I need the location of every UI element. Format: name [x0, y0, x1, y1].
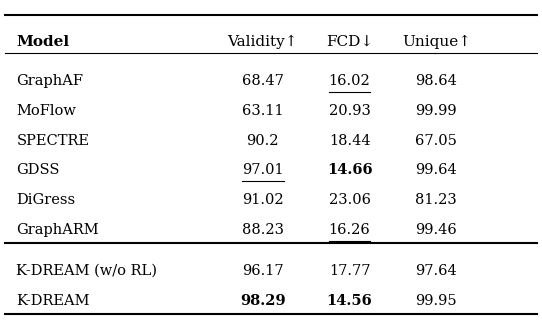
Text: Unique↑: Unique↑ [402, 35, 471, 49]
Text: 97.01: 97.01 [242, 163, 283, 177]
Text: DiGress: DiGress [16, 193, 75, 207]
Text: MoFlow: MoFlow [16, 104, 76, 118]
Text: 23.06: 23.06 [328, 193, 371, 207]
Text: 98.64: 98.64 [415, 74, 457, 88]
Text: K-DREAM: K-DREAM [16, 294, 90, 308]
Text: 99.46: 99.46 [415, 223, 457, 237]
Text: 14.56: 14.56 [327, 294, 372, 308]
Text: 18.44: 18.44 [329, 134, 370, 148]
Text: 20.93: 20.93 [328, 104, 371, 118]
Text: GraphARM: GraphARM [16, 223, 99, 237]
Text: 99.95: 99.95 [416, 294, 457, 308]
Text: 16.26: 16.26 [328, 223, 371, 237]
Text: 16.02: 16.02 [328, 74, 371, 88]
Text: FCD↓: FCD↓ [326, 35, 373, 49]
Text: 99.99: 99.99 [416, 104, 457, 118]
Text: 14.66: 14.66 [327, 163, 372, 177]
Text: 97.64: 97.64 [415, 264, 457, 278]
Text: SPECTRE: SPECTRE [16, 134, 89, 148]
Text: Validity↑: Validity↑ [228, 35, 298, 49]
Text: 98.29: 98.29 [240, 294, 286, 308]
Text: Model: Model [16, 35, 69, 49]
Text: K-DREAM (w/o RL): K-DREAM (w/o RL) [16, 264, 157, 278]
Text: 81.23: 81.23 [415, 193, 457, 207]
Text: 68.47: 68.47 [242, 74, 284, 88]
Text: 88.23: 88.23 [242, 223, 284, 237]
Text: 67.05: 67.05 [415, 134, 457, 148]
Text: 99.64: 99.64 [415, 163, 457, 177]
Text: 17.77: 17.77 [329, 264, 370, 278]
Text: 63.11: 63.11 [242, 104, 283, 118]
Text: 90.2: 90.2 [247, 134, 279, 148]
Text: 91.02: 91.02 [242, 193, 283, 207]
Text: GraphAF: GraphAF [16, 74, 83, 88]
Text: 96.17: 96.17 [242, 264, 283, 278]
Text: GDSS: GDSS [16, 163, 60, 177]
